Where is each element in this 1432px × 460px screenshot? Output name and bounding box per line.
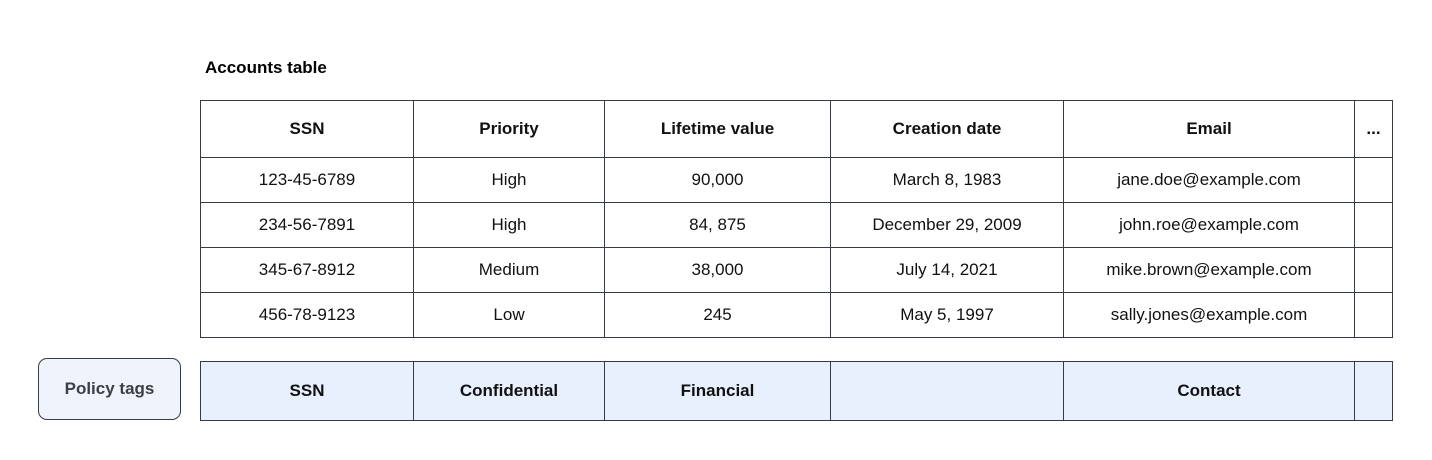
policy-tags-chip[interactable]: Policy tags <box>38 358 181 420</box>
cell-email: sally.jones@example.com <box>1063 292 1355 338</box>
cell-priority: High <box>413 157 605 203</box>
policy-tag-ssn: SSN <box>200 361 414 421</box>
cell-creation-date: December 29, 2009 <box>830 202 1064 248</box>
cell-priority: High <box>413 202 605 248</box>
cell-ssn: 456-78-9123 <box>200 292 414 338</box>
cell-email: john.roe@example.com <box>1063 202 1355 248</box>
cell-email: mike.brown@example.com <box>1063 247 1355 293</box>
cell-more <box>1354 247 1393 293</box>
policy-tag-empty-more <box>1354 361 1393 421</box>
cell-more <box>1354 202 1393 248</box>
cell-email: jane.doe@example.com <box>1063 157 1355 203</box>
header-row: SSN Priority Lifetime value Creation dat… <box>200 100 1393 158</box>
policy-tag-financial: Financial <box>604 361 831 421</box>
column-header-creation-date: Creation date <box>830 100 1064 158</box>
table-row: 345-67-8912 Medium 38,000 July 14, 2021 … <box>200 247 1393 293</box>
cell-creation-date: March 8, 1983 <box>830 157 1064 203</box>
policy-tag-empty <box>830 361 1064 421</box>
cell-creation-date: May 5, 1997 <box>830 292 1064 338</box>
cell-lifetime-value: 90,000 <box>604 157 831 203</box>
cell-more <box>1354 292 1393 338</box>
column-header-priority: Priority <box>413 100 605 158</box>
cell-priority: Medium <box>413 247 605 293</box>
cell-ssn: 234-56-7891 <box>200 202 414 248</box>
policy-tags-row: SSN Confidential Financial Contact <box>200 361 1393 421</box>
cell-creation-date: July 14, 2021 <box>830 247 1064 293</box>
cell-priority: Low <box>413 292 605 338</box>
cell-lifetime-value: 38,000 <box>604 247 831 293</box>
cell-lifetime-value: 245 <box>604 292 831 338</box>
policy-tag-contact: Contact <box>1063 361 1355 421</box>
cell-lifetime-value: 84, 875 <box>604 202 831 248</box>
table-row: 456-78-9123 Low 245 May 5, 1997 sally.jo… <box>200 292 1393 338</box>
cell-ssn: 123-45-6789 <box>200 157 414 203</box>
policy-tag-row: SSN Confidential Financial Contact <box>200 361 1393 421</box>
column-header-email: Email <box>1063 100 1355 158</box>
cell-ssn: 345-67-8912 <box>200 247 414 293</box>
policy-tag-confidential: Confidential <box>413 361 605 421</box>
column-header-ssn: SSN <box>200 100 414 158</box>
column-header-lifetime-value: Lifetime value <box>604 100 831 158</box>
table-row: 234-56-7891 High 84, 875 December 29, 20… <box>200 202 1393 248</box>
accounts-table: SSN Priority Lifetime value Creation dat… <box>200 100 1393 338</box>
page-title: Accounts table <box>205 58 327 77</box>
table-row: 123-45-6789 High 90,000 March 8, 1983 ja… <box>200 157 1393 203</box>
column-header-more: ... <box>1354 100 1393 158</box>
cell-more <box>1354 157 1393 203</box>
